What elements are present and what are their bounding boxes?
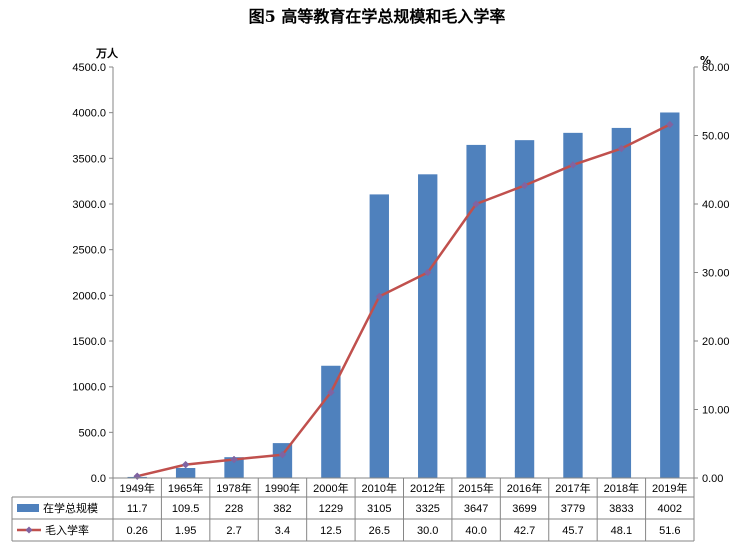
- category-label: 2012年: [410, 481, 445, 495]
- rate-value-label: 1.95: [175, 525, 196, 537]
- left-axis-unit: 万人: [95, 46, 119, 60]
- rate-value-label: 26.5: [369, 525, 390, 537]
- right-tick-label: 50.00: [702, 131, 730, 143]
- rate-line: [136, 123, 671, 478]
- bar: [224, 457, 244, 478]
- left-tick-label: 3000.0: [72, 199, 106, 211]
- rate-point: [665, 120, 674, 129]
- legend-line-marker: [25, 526, 33, 534]
- bar: [175, 467, 196, 478]
- bar: [611, 127, 632, 478]
- category-label: 1965年: [168, 481, 203, 495]
- rate-value-label: 12.5: [320, 525, 341, 537]
- bar-value-label: 3647: [464, 503, 488, 515]
- left-tick-label: 2000.0: [72, 290, 106, 302]
- bar-value-label: 109.5: [172, 503, 200, 515]
- category-label: 1978年: [216, 481, 251, 495]
- right-axis-unit: %: [700, 54, 711, 67]
- bar-value-label: 11.7: [127, 503, 148, 515]
- rate-point: [472, 200, 480, 208]
- legend-bar-swatch: [17, 504, 39, 512]
- category-label: 2015年: [458, 481, 493, 495]
- left-tick-label: 4000.0: [72, 108, 106, 120]
- right-tick-label: 30.00: [702, 268, 730, 280]
- rate-point: [327, 388, 335, 397]
- left-tick-label: 2500.0: [72, 245, 106, 257]
- rate-point: [230, 455, 238, 464]
- rate-point: [617, 144, 626, 153]
- right-tick-label: 20.00: [702, 336, 730, 348]
- bar: [272, 443, 293, 478]
- rate-value-label: 42.7: [514, 525, 535, 537]
- right-tick-label: 0.00: [702, 473, 723, 485]
- right-tick-label: 10.00: [702, 405, 730, 417]
- rate-value-label: 0.26: [126, 525, 147, 537]
- rate-point: [569, 161, 577, 169]
- rate-point: [375, 292, 384, 301]
- rate-value-label: 48.1: [611, 525, 632, 537]
- legend-line-label: 毛入学率: [45, 523, 89, 537]
- rate-value-label: 45.7: [562, 525, 583, 537]
- bar-value-label: 3779: [561, 503, 585, 515]
- rate-value-label: 3.4: [275, 525, 290, 537]
- legend-bar-label: 在学总规模: [43, 501, 98, 515]
- category-label: 1990年: [265, 481, 300, 495]
- bar-value-label: 3325: [415, 503, 439, 515]
- category-label: 2000年: [313, 481, 348, 495]
- right-tick-label: 60.00: [702, 62, 730, 74]
- left-tick-label: 3500.0: [72, 153, 106, 165]
- category-label: 1949年: [119, 481, 154, 495]
- category-label: 2017年: [555, 481, 590, 495]
- bar: [660, 112, 680, 478]
- bar-value-label: 1229: [319, 503, 343, 515]
- bar-value-label: 3699: [512, 503, 536, 515]
- chart-title: 图5 高等教育在学总规模和毛入学率: [249, 7, 506, 26]
- bar: [466, 144, 486, 478]
- rate-point: [423, 268, 432, 277]
- bar: [418, 174, 438, 479]
- bar: [514, 140, 535, 478]
- right-tick-label: 40.00: [702, 199, 730, 211]
- bar: [563, 132, 583, 479]
- bar: [369, 194, 389, 478]
- bar-value-label: 228: [225, 503, 243, 515]
- bar: [321, 365, 341, 478]
- left-tick-label: 0.0: [91, 473, 106, 485]
- category-label: 2019年: [652, 481, 687, 495]
- rate-point: [520, 181, 529, 190]
- left-tick-label: 4500.0: [72, 62, 106, 74]
- bar-value-label: 382: [273, 503, 291, 515]
- bar-value-label: 3833: [609, 503, 633, 515]
- rate-value-label: 51.6: [659, 525, 680, 537]
- category-label: 2018年: [604, 481, 639, 495]
- bar-value-label: 3105: [367, 503, 391, 515]
- rate-point: [133, 472, 142, 481]
- rate-point: [181, 460, 190, 469]
- category-label: 2016年: [507, 481, 542, 495]
- left-tick-label: 1000.0: [72, 382, 106, 394]
- category-label: 2010年: [362, 481, 397, 495]
- rate-value-label: 2.7: [226, 525, 241, 537]
- rate-value-label: 40.0: [465, 525, 486, 537]
- rate-point: [278, 450, 287, 459]
- bar-value-label: 4002: [658, 503, 682, 515]
- left-tick-label: 1500.0: [72, 336, 106, 348]
- left-tick-label: 500.0: [78, 427, 106, 439]
- rate-value-label: 30.0: [417, 525, 438, 537]
